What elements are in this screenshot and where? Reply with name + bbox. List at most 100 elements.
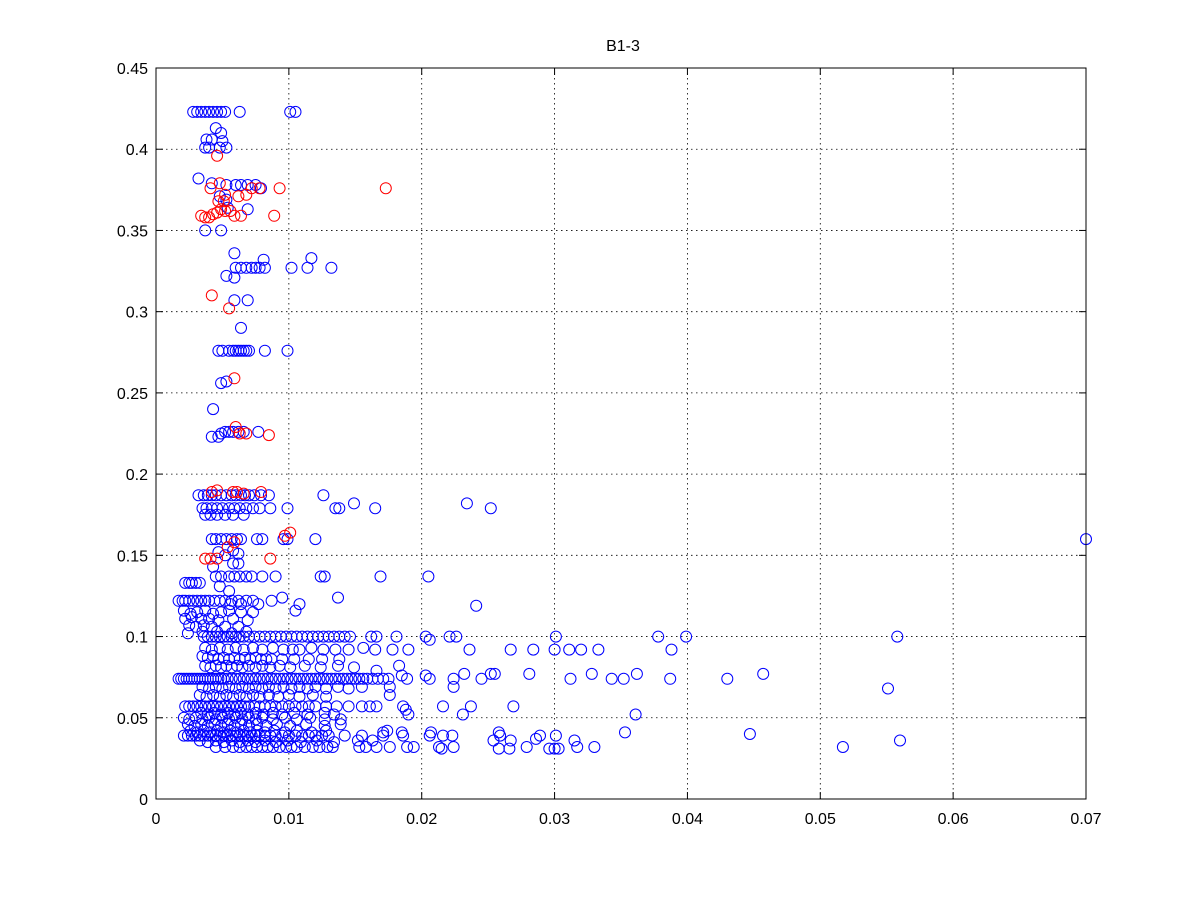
data-point [316, 653, 329, 666]
data-point [199, 604, 212, 617]
data-point [203, 682, 216, 695]
data-point [232, 594, 245, 607]
data-point [310, 734, 323, 747]
data-point [253, 261, 266, 274]
data-point [334, 718, 347, 731]
data-point [229, 179, 242, 191]
data-point [273, 741, 286, 753]
data-point [205, 289, 218, 302]
data-point [321, 672, 334, 685]
data-point [306, 689, 319, 701]
data-point [262, 489, 275, 502]
data-point [464, 700, 477, 713]
data-point [213, 580, 226, 593]
data-point [241, 294, 254, 307]
data-point [342, 643, 355, 656]
data-point [199, 508, 212, 521]
data-point [504, 734, 517, 747]
data-point [301, 672, 314, 685]
data-point [241, 734, 254, 747]
data-point [201, 630, 214, 643]
data-point [221, 630, 234, 643]
data-point [233, 630, 246, 643]
data-point [195, 700, 208, 713]
data-point [207, 105, 220, 118]
data-point [213, 594, 226, 607]
data-point [256, 533, 269, 546]
data-point [220, 375, 233, 388]
data-point [309, 729, 322, 742]
data-point [262, 429, 275, 442]
data-point [302, 700, 315, 713]
data-point [260, 653, 273, 666]
data-point [293, 598, 306, 611]
data-point [281, 344, 294, 357]
data-point [229, 672, 242, 685]
data-point [183, 594, 196, 607]
data-point [229, 421, 242, 433]
data-point [296, 729, 309, 742]
data-point [423, 633, 436, 646]
data-point [204, 552, 217, 565]
data-point [680, 630, 693, 643]
data-point [286, 643, 299, 656]
data-point [243, 682, 255, 695]
data-point [211, 700, 224, 713]
data-point [193, 729, 206, 742]
data-point [281, 502, 294, 515]
data-point [231, 700, 243, 713]
data-point [217, 195, 230, 208]
data-point [605, 672, 618, 685]
x-tick-label: 0.05 [805, 811, 836, 828]
x-tick-labels: 0 0.01 0.02 0.03 0.04 0.05 0.06 0.07 [152, 811, 1102, 828]
data-point [523, 667, 536, 680]
data-point [333, 653, 346, 666]
data-point [225, 729, 238, 742]
data-point [289, 700, 302, 713]
data-point [179, 612, 192, 625]
data-point [240, 344, 253, 357]
data-point [237, 672, 250, 685]
data-point [243, 711, 255, 724]
data-point [357, 672, 370, 685]
data-point [334, 713, 347, 726]
data-point [187, 594, 200, 607]
data-point [211, 149, 224, 162]
data-point [253, 672, 266, 685]
data-point [422, 570, 435, 583]
data-point [309, 672, 322, 685]
data-point [370, 664, 383, 677]
data-point [382, 672, 395, 685]
data-point [212, 614, 225, 627]
data-point [223, 604, 236, 617]
data-point [353, 741, 366, 753]
data-point [240, 188, 253, 201]
data-point [264, 552, 277, 565]
data-point [266, 713, 279, 726]
data-point [269, 729, 282, 742]
data-point [304, 711, 317, 724]
data-point [281, 734, 294, 747]
data-point [534, 729, 546, 742]
data-point [235, 344, 247, 357]
data-point [342, 700, 355, 713]
data-point [503, 742, 516, 755]
data-point [215, 700, 228, 713]
data-point [302, 729, 315, 742]
data-point [253, 690, 266, 703]
data-point [325, 261, 338, 274]
data-point [225, 627, 238, 640]
data-point [401, 741, 414, 753]
data-point [285, 672, 298, 685]
data-point [219, 741, 232, 753]
data-point [365, 630, 378, 643]
data-point [205, 430, 218, 443]
data-point [309, 533, 322, 546]
data-point [228, 209, 241, 222]
data-point [298, 741, 311, 753]
data-point [370, 741, 383, 753]
data-point [423, 729, 436, 742]
data-point [261, 672, 274, 685]
data-point [219, 425, 232, 438]
data-point [437, 729, 449, 742]
